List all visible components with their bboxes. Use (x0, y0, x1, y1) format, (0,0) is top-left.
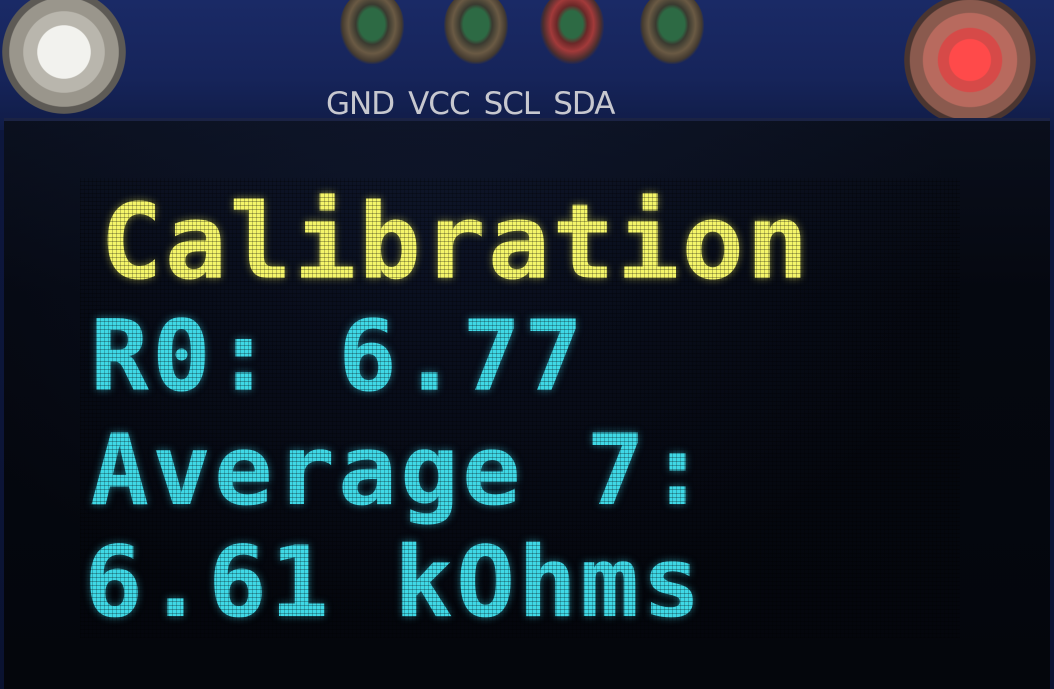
mounting-hole-right (904, 0, 1036, 126)
pin-label-gnd: GND (326, 86, 395, 122)
header-pin-gnd (340, 0, 404, 64)
header-pin-vcc (444, 0, 508, 64)
display-average-line: Average 7: (90, 414, 711, 528)
oled-screen: Calibration R0: 6.77 Average 7: 6.61 kOh… (80, 178, 960, 638)
display-title: Calibration (100, 181, 811, 303)
pin-labels: GND VCC SCL SDA (326, 86, 726, 122)
mounting-hole-left (2, 0, 126, 114)
pin-label-vcc: VCC (408, 86, 470, 122)
pin-label-sda: SDA (553, 86, 615, 122)
header-pin-scl (540, 0, 604, 64)
display-r0-line: R0: 6.77 (90, 300, 587, 414)
display-value-line: 6.61 kOhms (84, 526, 705, 640)
pcb-board: GND VCC SCL SDA (0, 0, 1054, 130)
header-pin-sda (640, 0, 704, 64)
pin-label-scl: SCL (483, 86, 541, 122)
oled-glass (4, 118, 1050, 689)
